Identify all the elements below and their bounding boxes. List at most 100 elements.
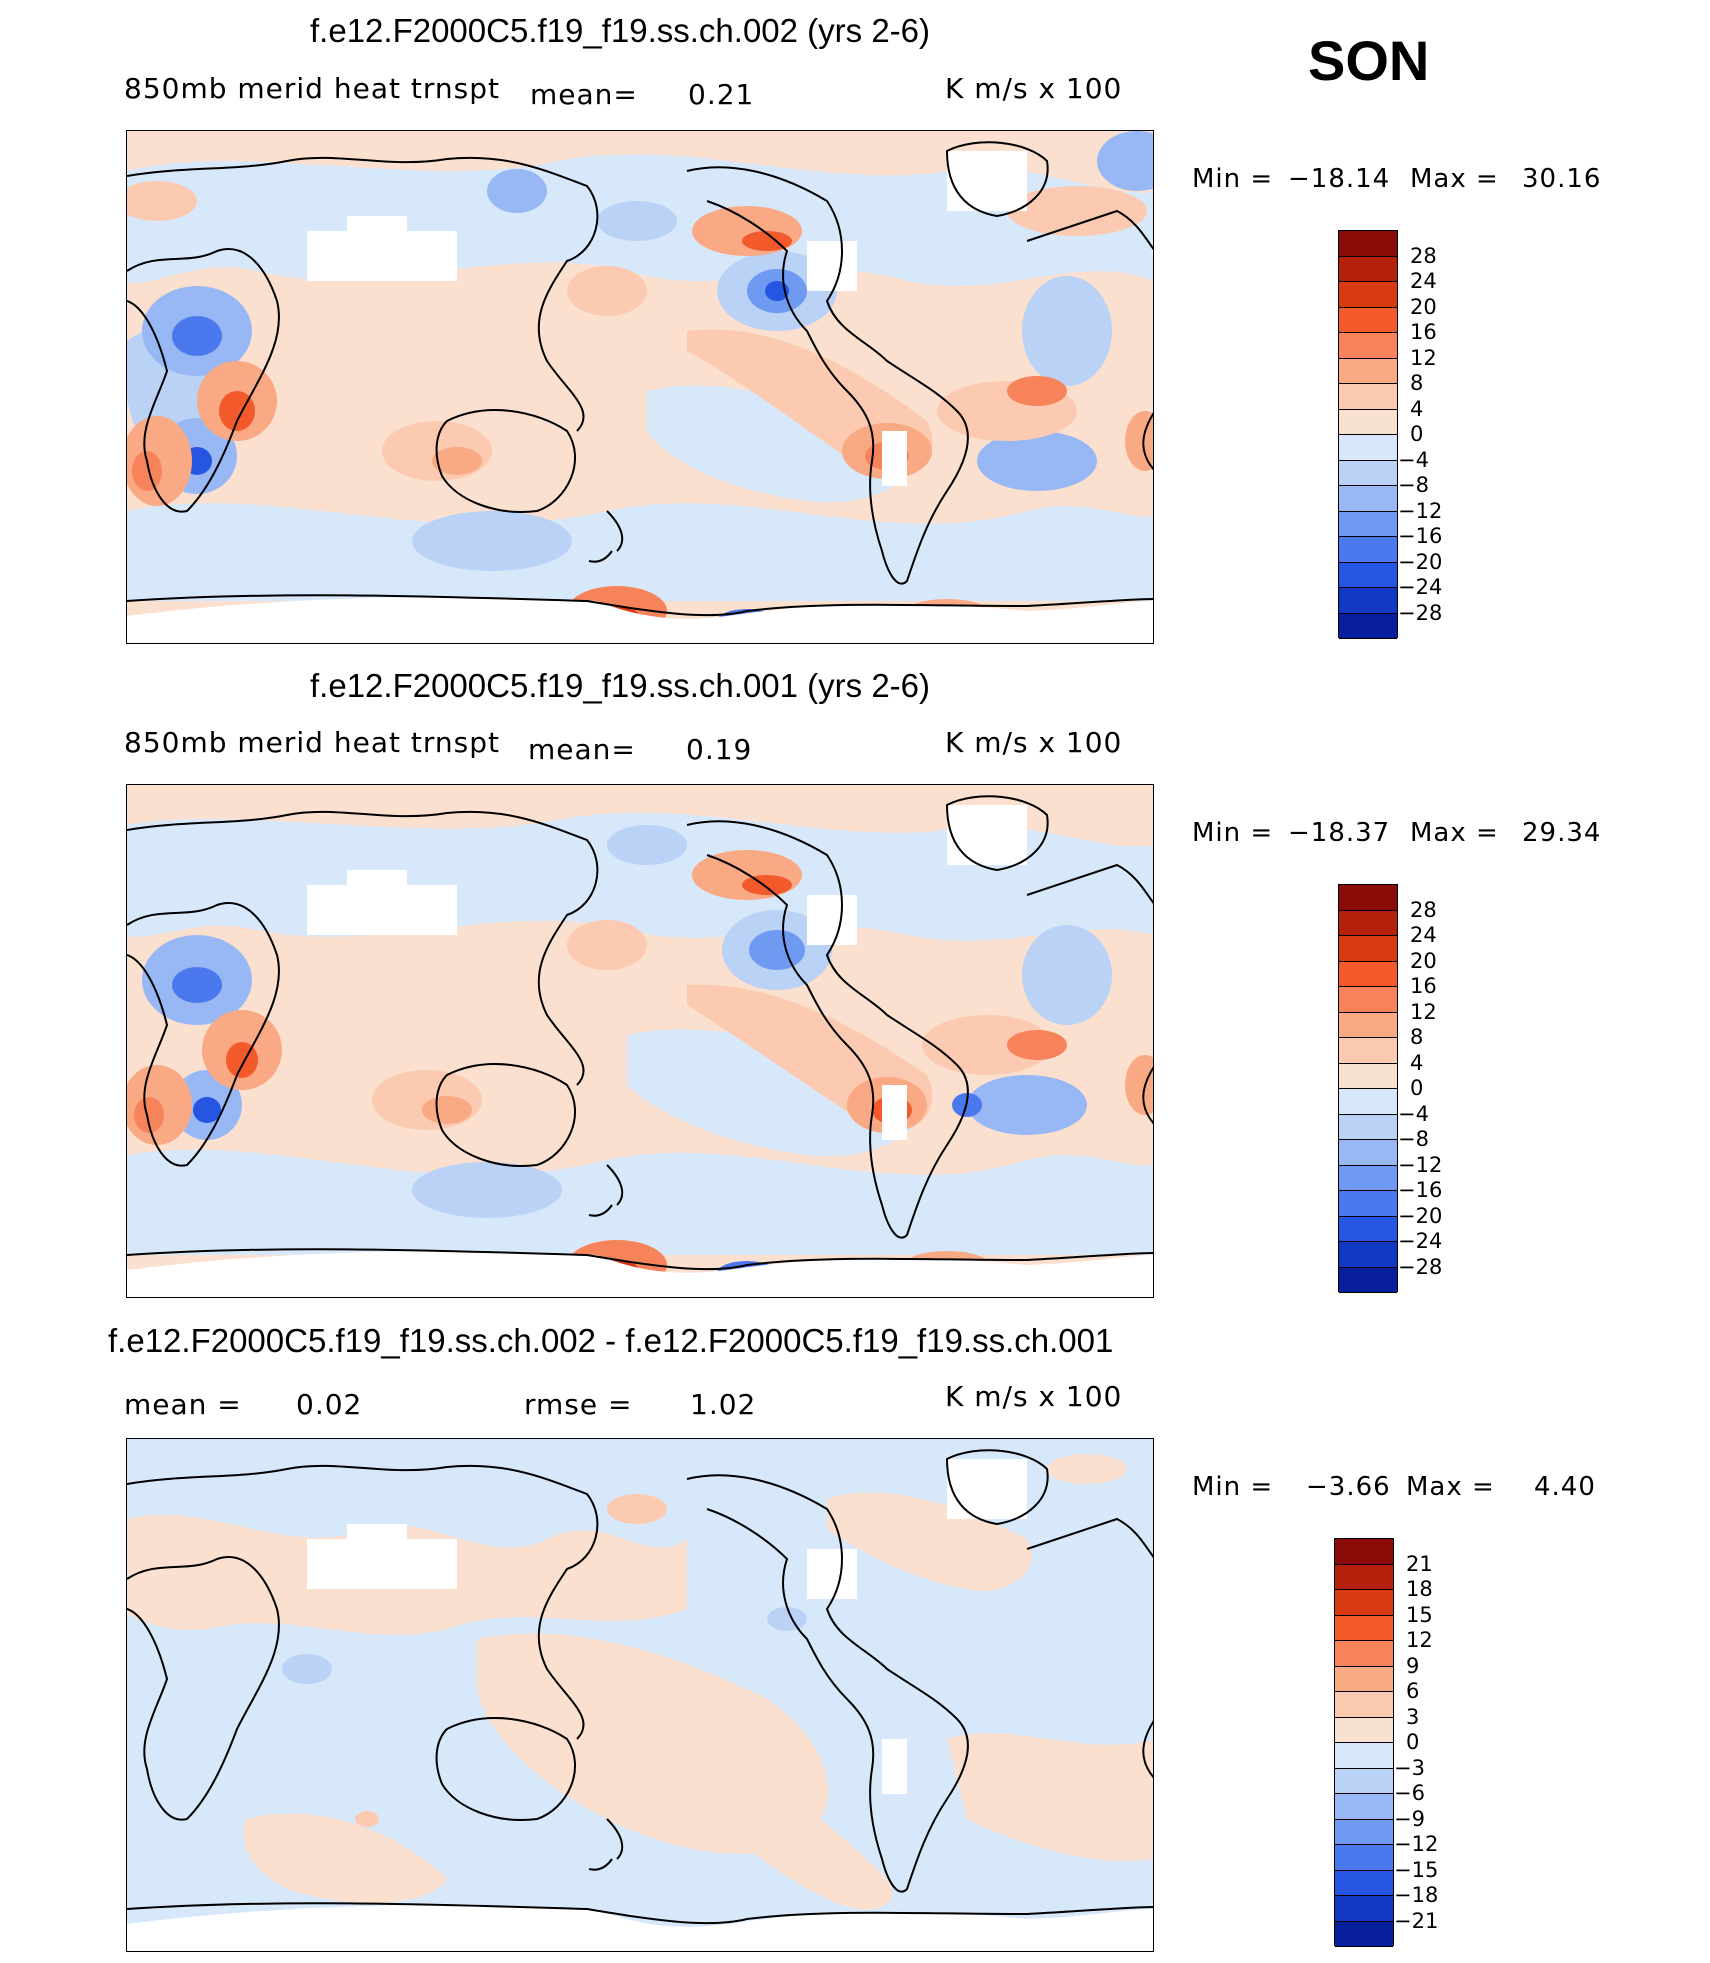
colorbar-swatch: [1339, 384, 1397, 410]
colorbar-swatch: [1335, 1692, 1393, 1718]
colorbar-swatch: [1339, 588, 1397, 614]
season-label: SON: [1308, 29, 1430, 92]
contour-warm: [827, 1492, 1033, 1591]
colorbar-swatch: [1335, 1870, 1393, 1896]
colorbar-swatch: [1335, 1794, 1393, 1820]
contour-cool: [749, 930, 805, 970]
contour-warm: [567, 920, 647, 970]
coastlines: [127, 1449, 1153, 1925]
panel3-title: f.e12.F2000C5.f19_f19.ss.ch.002 - f.e12.…: [108, 1322, 1114, 1359]
colorbar-label: 18: [1406, 1577, 1433, 1601]
panel2-min-label: Min =: [1192, 818, 1274, 848]
colorbar-label: −20: [1398, 549, 1443, 574]
coastlines: [127, 141, 1153, 617]
colorbar-label: 0: [1410, 1076, 1424, 1100]
colorbar-label: −28: [1398, 600, 1443, 625]
panel2-mean-value: 0.19: [686, 733, 753, 766]
contour-warm: [226, 1042, 258, 1078]
colorbar-label: 9: [1406, 1653, 1420, 1678]
panel3-colorbar: [1334, 1538, 1394, 1947]
colorbar-swatch: [1335, 1590, 1393, 1616]
contour-warm: [355, 1811, 379, 1827]
colorbar-swatch: [1339, 1063, 1397, 1089]
panel1-min-value: −18.14: [1288, 164, 1391, 194]
contour-cool: [193, 1097, 221, 1123]
panel1-mean-value: 0.21: [688, 78, 755, 111]
contour-warm: [134, 1097, 164, 1133]
contour-warm: [1125, 1055, 1153, 1115]
contour-cool: [487, 169, 547, 213]
colorbar-swatch: [1339, 1012, 1397, 1038]
colorbar-swatch: [1335, 1666, 1393, 1692]
colorbar-swatch: [1339, 1140, 1397, 1166]
contour-warm: [1007, 186, 1147, 236]
missing-data: [307, 885, 457, 935]
colorbar-swatch: [1339, 1165, 1397, 1191]
panel2-mean-label: mean=: [528, 733, 636, 766]
colorbar-swatch: [1339, 256, 1397, 282]
colorbar-swatch: [1339, 885, 1397, 911]
contour-warm: [372, 1070, 482, 1130]
colorbar-swatch: [1335, 1641, 1393, 1667]
contour-cool: [597, 201, 677, 241]
panel1-map: [126, 130, 1154, 644]
contour-warm: [127, 181, 197, 221]
antarctica: [127, 1250, 1153, 1297]
panel1-mean-label: mean=: [530, 78, 638, 111]
missing-data: [807, 1549, 857, 1599]
panel2-subtitle: 850mb merid heat trnspt: [124, 726, 500, 759]
colorbar-label: 0: [1406, 1730, 1420, 1754]
colorbar-label: −21: [1394, 1908, 1439, 1933]
colorbar-swatch: [1339, 1038, 1397, 1064]
panel3-min-label: Min =: [1192, 1472, 1274, 1502]
colorbar-label: 15: [1406, 1602, 1433, 1627]
colorbar-label: −12: [1394, 1832, 1439, 1856]
contour-cool: [1022, 925, 1112, 1025]
colorbar-swatch: [1339, 435, 1397, 461]
colorbar-label: 6: [1406, 1679, 1420, 1703]
contour-cool: [977, 431, 1097, 491]
panel1-colorbar: [1338, 230, 1398, 639]
panel2-map: [126, 784, 1154, 1298]
panel3-mean-label: mean =: [124, 1388, 242, 1421]
contour-warm: [432, 447, 482, 475]
colorbar-swatch: [1339, 537, 1397, 563]
antarctica: [127, 1904, 1153, 1951]
colorbar-swatch: [1339, 1114, 1397, 1140]
contour-cool: [1022, 276, 1112, 386]
colorbar-label: −24: [1398, 1229, 1443, 1253]
contour-warm: [219, 391, 255, 431]
contour-cool: [127, 503, 1153, 601]
contour-warm: [1047, 1454, 1127, 1484]
colorbar-label: −20: [1398, 1203, 1443, 1228]
contour-warm: [132, 451, 162, 491]
contour-cool: [172, 316, 222, 356]
colorbar-label: −16: [1398, 1178, 1443, 1202]
colorbar-swatch: [1339, 1267, 1397, 1293]
colorbar-swatch: [1339, 987, 1397, 1013]
colorbar-swatch: [1335, 1896, 1393, 1922]
colorbar-swatch: [1335, 1743, 1393, 1769]
panel3-rmse-value: 1.02: [690, 1388, 757, 1421]
panel3-mean-value: 0.02: [296, 1388, 363, 1421]
colorbar-swatch: [1335, 1717, 1393, 1743]
contour-cool: [412, 1162, 562, 1218]
panel2-max-label: Max =: [1410, 818, 1499, 848]
colorbar-swatch: [1339, 613, 1397, 639]
contour-warm: [243, 1813, 447, 1903]
missing-data: [307, 231, 457, 281]
colorbar-label: −8: [1398, 473, 1429, 497]
colorbar-swatch: [1339, 333, 1397, 359]
contour-cool: [767, 1607, 807, 1631]
colorbar-swatch: [1339, 1242, 1397, 1268]
colorbar-label: 21: [1406, 1551, 1433, 1576]
colorbar-label: 12: [1410, 345, 1437, 370]
contour-cool: [172, 967, 222, 1003]
panel1-min-label: Min =: [1192, 164, 1274, 194]
panel3-units: K m/s x 100: [945, 1380, 1123, 1413]
colorbar-label: 12: [1410, 999, 1437, 1024]
panel2-units: K m/s x 100: [945, 726, 1123, 759]
colorbar-swatch: [1339, 1216, 1397, 1242]
panel1-max-label: Max =: [1410, 164, 1499, 194]
contour-warm: [607, 1494, 667, 1524]
